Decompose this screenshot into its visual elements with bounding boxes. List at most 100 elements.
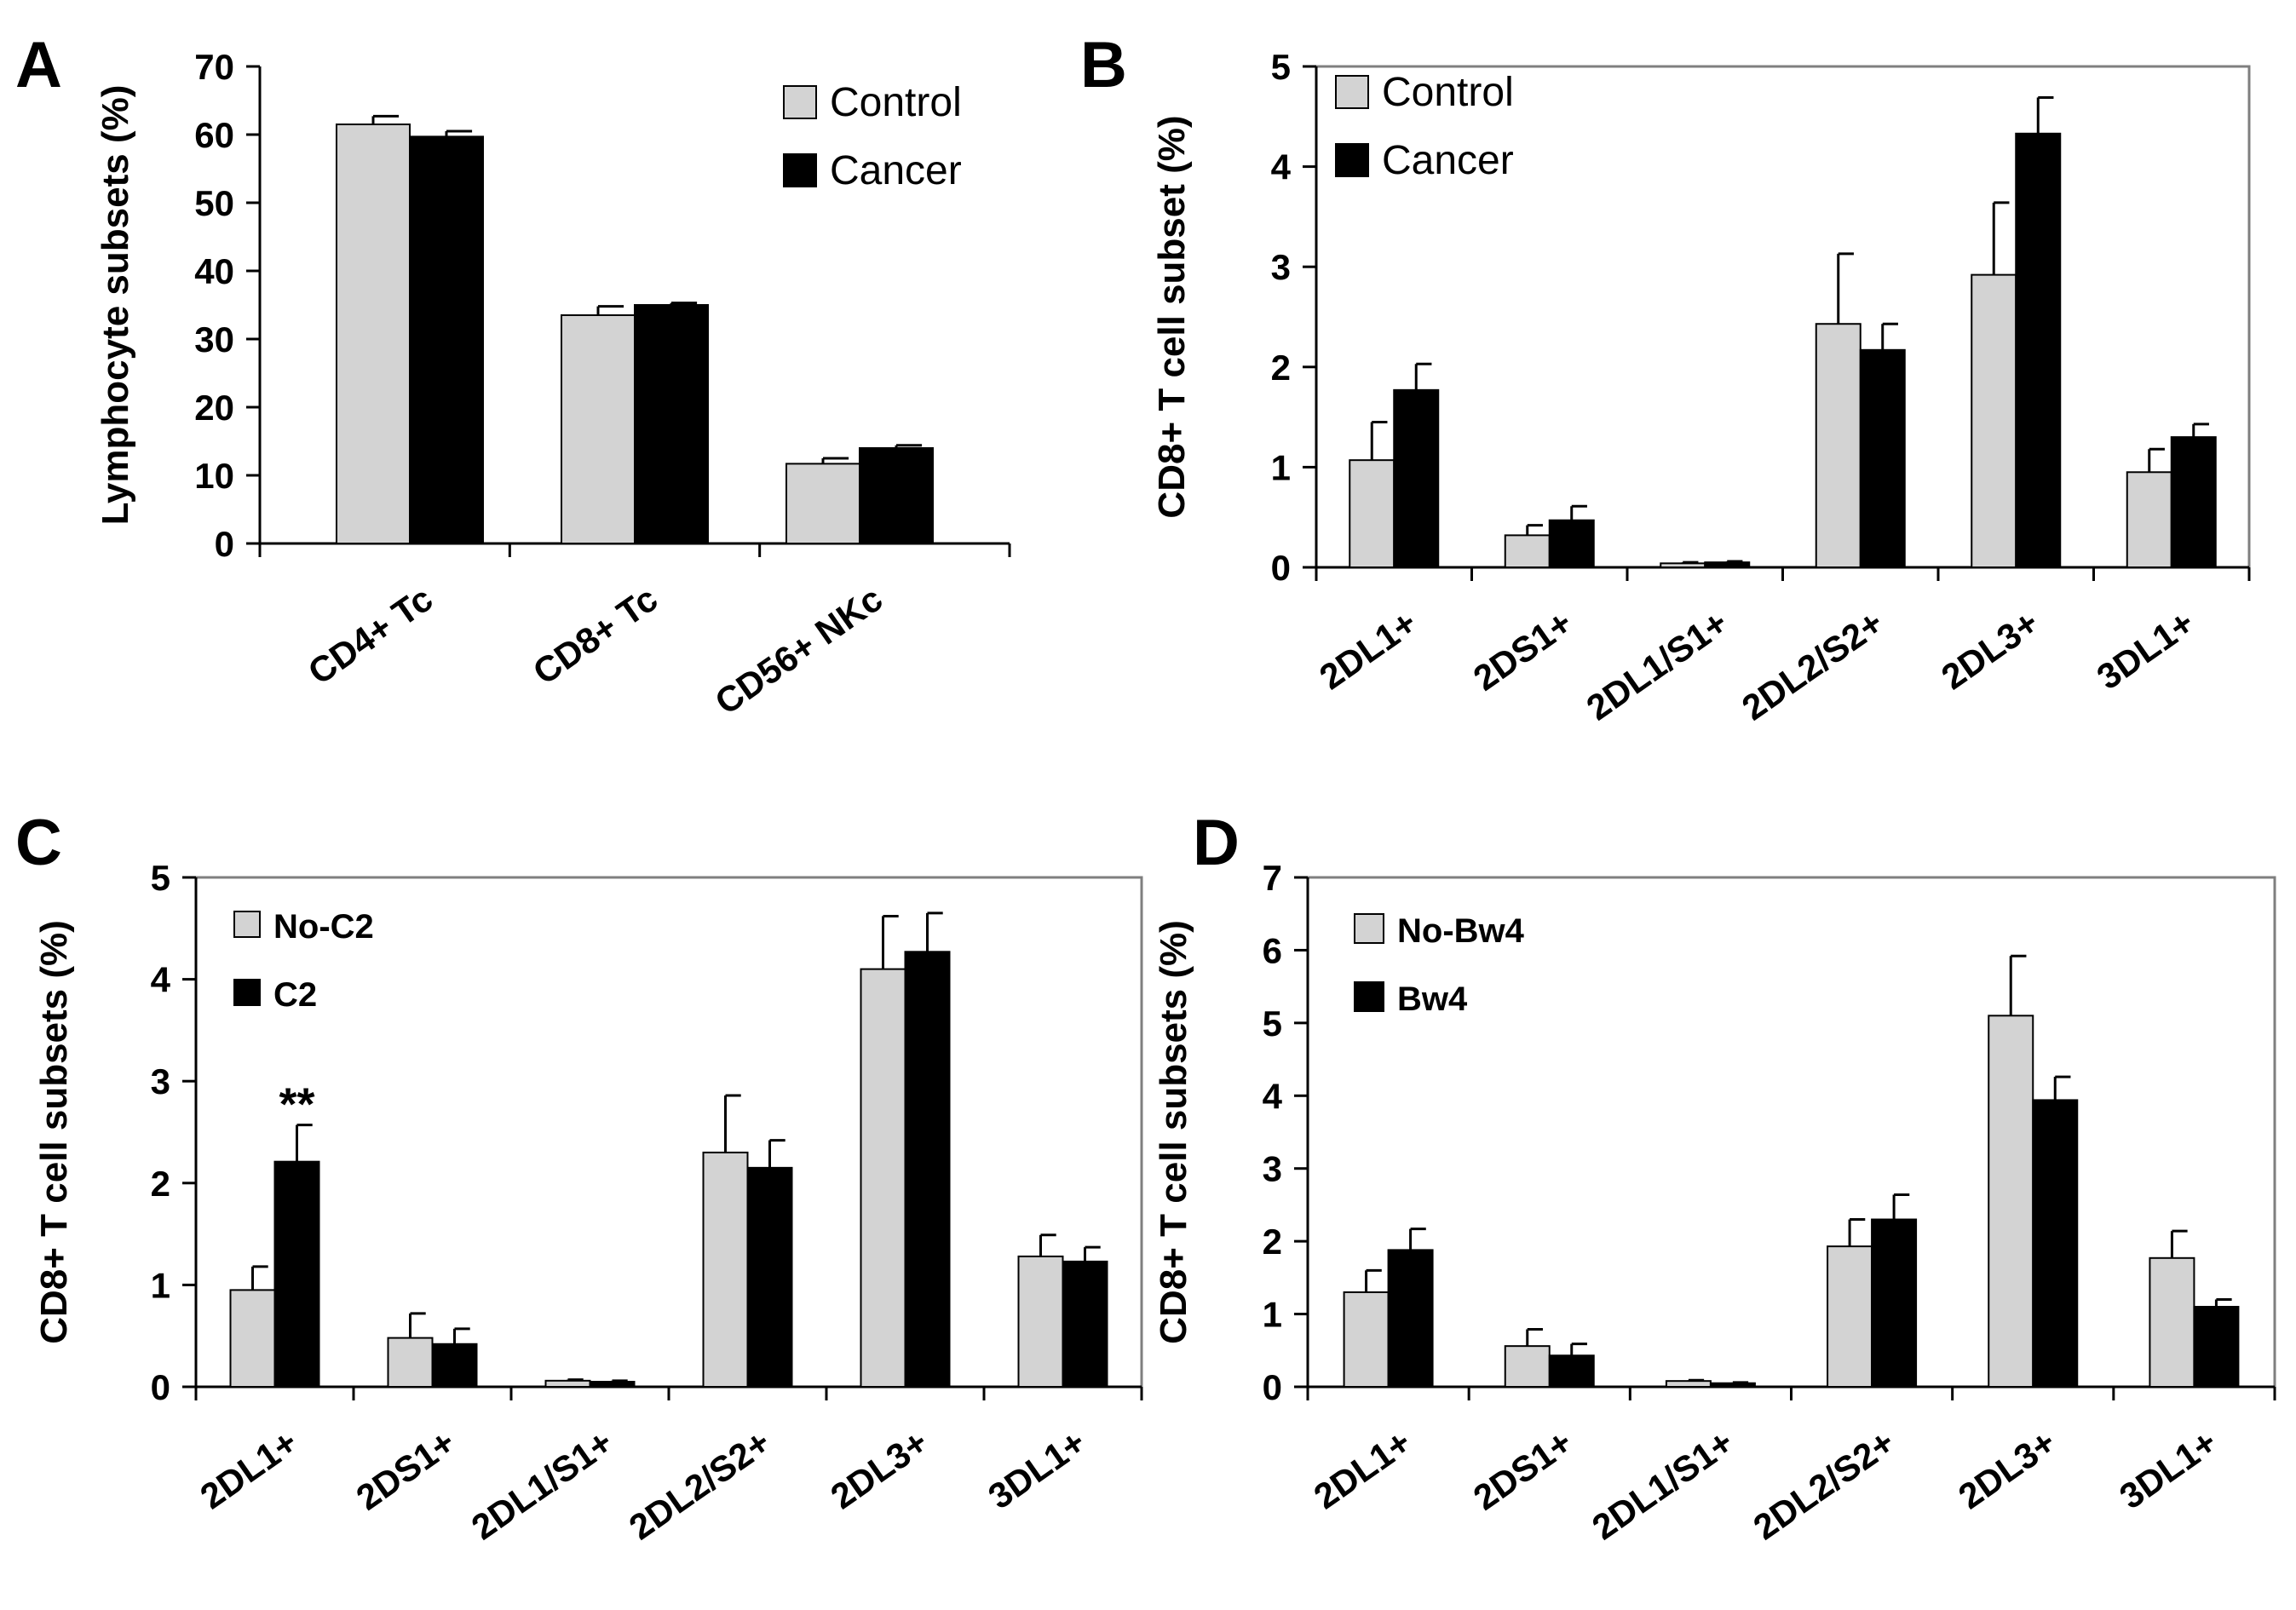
bar-control-1 — [336, 124, 411, 544]
y-tick-label: 0 — [215, 524, 234, 564]
y-axis-label: Lymphocyte subsets (%) — [95, 85, 136, 526]
y-tick-label: 30 — [194, 319, 234, 359]
bar-cancer-5 — [2015, 132, 2062, 569]
bar-cancer-2 — [1548, 519, 1595, 569]
legend-swatch — [233, 979, 261, 1006]
legend-swatch — [783, 85, 817, 119]
bar-cancer-3 — [859, 447, 934, 544]
y-tick-label: 60 — [194, 115, 234, 155]
bar-cancer-4 — [1859, 348, 1906, 569]
bar-control-5 — [1971, 273, 2017, 568]
y-tick-label: 2 — [1271, 348, 1291, 388]
y-axis-label: CD8+ T cell subsets (%) — [1153, 920, 1194, 1344]
y-tick-label: 3 — [1271, 247, 1291, 287]
x-category-label: 2DL1+ — [1312, 602, 1424, 697]
x-category-label: 2DL1+ — [1307, 1422, 1418, 1516]
y-tick-label: 70 — [194, 47, 234, 87]
bar-bw4-5 — [2032, 1099, 2079, 1388]
x-category-label: 2DL1/S1+ — [1585, 1422, 1741, 1548]
x-category-label: 3DL1+ — [2112, 1422, 2224, 1516]
x-category-label: 3DL1+ — [981, 1422, 1092, 1516]
legend-label: No-C2 — [273, 908, 374, 946]
legend-label: Control — [830, 80, 962, 125]
chart-panel-c: C 0 1 2 3 4 5 CD8+ T cell subsets (%) 2DL1+ 2DS1+… — [15, 807, 1143, 1548]
y-tick-label: 4 — [1271, 147, 1292, 187]
x-category-label: 2DL1+ — [193, 1422, 304, 1516]
x-category-label: CD4+ Tc — [301, 578, 440, 693]
legend-swatch — [1354, 981, 1384, 1012]
y-tick-label: 2 — [1263, 1222, 1282, 1262]
y-tick-label: 10 — [194, 456, 234, 496]
x-category-label: 2DL3+ — [1951, 1422, 2063, 1516]
y-tick-label: 40 — [194, 251, 234, 291]
y-tick-label: 3 — [1263, 1149, 1282, 1189]
bar-cancer-3 — [1704, 561, 1751, 568]
x-category-label: 2DL3+ — [823, 1422, 935, 1516]
bar-cancer-6 — [2170, 436, 2217, 568]
y-tick-label: 3 — [151, 1061, 170, 1101]
y-tick-label: 4 — [1263, 1076, 1283, 1116]
legend-label: C2 — [273, 976, 317, 1014]
y-tick-label: 0 — [1263, 1367, 1282, 1407]
bar-c2-3 — [589, 1381, 636, 1389]
x-category-label: 2DS1+ — [1466, 1422, 1580, 1518]
bar-control-1 — [1349, 459, 1395, 569]
chart-panel-a: A 0 10 20 30 40 50 60 70 Lymphocyte subsets (%) CD… — [15, 29, 1011, 722]
y-tick-label: 5 — [1263, 1003, 1282, 1044]
bar-control-2 — [561, 314, 636, 544]
bar-control-3 — [785, 463, 860, 545]
panel-letter-c: C — [15, 807, 62, 879]
bar-control-6 — [2126, 471, 2172, 569]
y-tick-label: 1 — [1263, 1295, 1282, 1335]
legend-swatch — [1354, 913, 1384, 944]
legend-label: Cancer — [830, 148, 962, 193]
y-axis-label: CD8+ T cell subsets (%) — [33, 920, 75, 1344]
bar-control-4 — [1815, 323, 1862, 568]
y-tick-label: 2 — [151, 1164, 170, 1204]
bar-bw4-1 — [1387, 1249, 1434, 1388]
y-tick-label: 5 — [1271, 47, 1291, 87]
x-category-label: 2DL2/S2+ — [622, 1422, 778, 1548]
bar-no-bw4-5 — [1988, 1015, 2034, 1389]
x-category-label: 2DL1/S1+ — [464, 1422, 620, 1548]
bar-no-c2-5 — [860, 968, 906, 1388]
bar-c2-2 — [431, 1343, 478, 1388]
x-category-label: 2DL1/S1+ — [1580, 602, 1735, 728]
legend-swatch — [233, 911, 261, 938]
y-tick-label: 5 — [151, 858, 170, 898]
y-tick-label: 1 — [1271, 447, 1291, 487]
bar-no-c2-1 — [229, 1289, 276, 1389]
x-category-label: 3DL1+ — [2090, 602, 2201, 697]
bar-no-bw4-4 — [1827, 1245, 1873, 1388]
panel-letter-b: B — [1080, 29, 1127, 101]
bar-no-bw4-2 — [1504, 1345, 1551, 1389]
bar-control-3 — [1660, 562, 1706, 569]
y-tick-label: 0 — [151, 1367, 170, 1407]
y-tick-label: 0 — [1271, 548, 1291, 588]
x-category-label: CD56+ NKc — [708, 578, 889, 722]
bar-bw4-2 — [1548, 1354, 1595, 1389]
bar-c2-6 — [1062, 1260, 1108, 1388]
legend-swatch — [783, 153, 817, 187]
legend-swatch — [1335, 75, 1369, 109]
significance-annotation: ** — [279, 1079, 314, 1130]
x-category-label: CD8+ Tc — [526, 578, 665, 693]
plot-frame — [194, 876, 1143, 1389]
legend-label: Control — [1382, 70, 1514, 115]
x-category-label: 2DL3+ — [1934, 602, 2046, 697]
y-tick-label: 20 — [194, 388, 234, 428]
y-tick-label: 50 — [194, 183, 234, 223]
plot-frame — [1306, 876, 2276, 1389]
bar-no-c2-6 — [1017, 1255, 1064, 1388]
panel-letter-a: A — [15, 29, 62, 101]
x-category-label: 2DS1+ — [1466, 602, 1580, 699]
chart-panel-d: D 0 1 2 3 4 5 6 7 CD8+ T cell subsets (%) 2DL1+ 2DS… — [1153, 807, 2276, 1548]
bar-c2-5 — [904, 951, 951, 1388]
bar-no-c2-2 — [387, 1337, 434, 1389]
bar-no-c2-4 — [702, 1151, 749, 1389]
legend-label: Cancer — [1382, 138, 1514, 183]
legend-label: No-Bw4 — [1397, 912, 1525, 950]
bar-cancer-1 — [1393, 388, 1440, 568]
x-category-label: 2DS1+ — [349, 1422, 463, 1518]
